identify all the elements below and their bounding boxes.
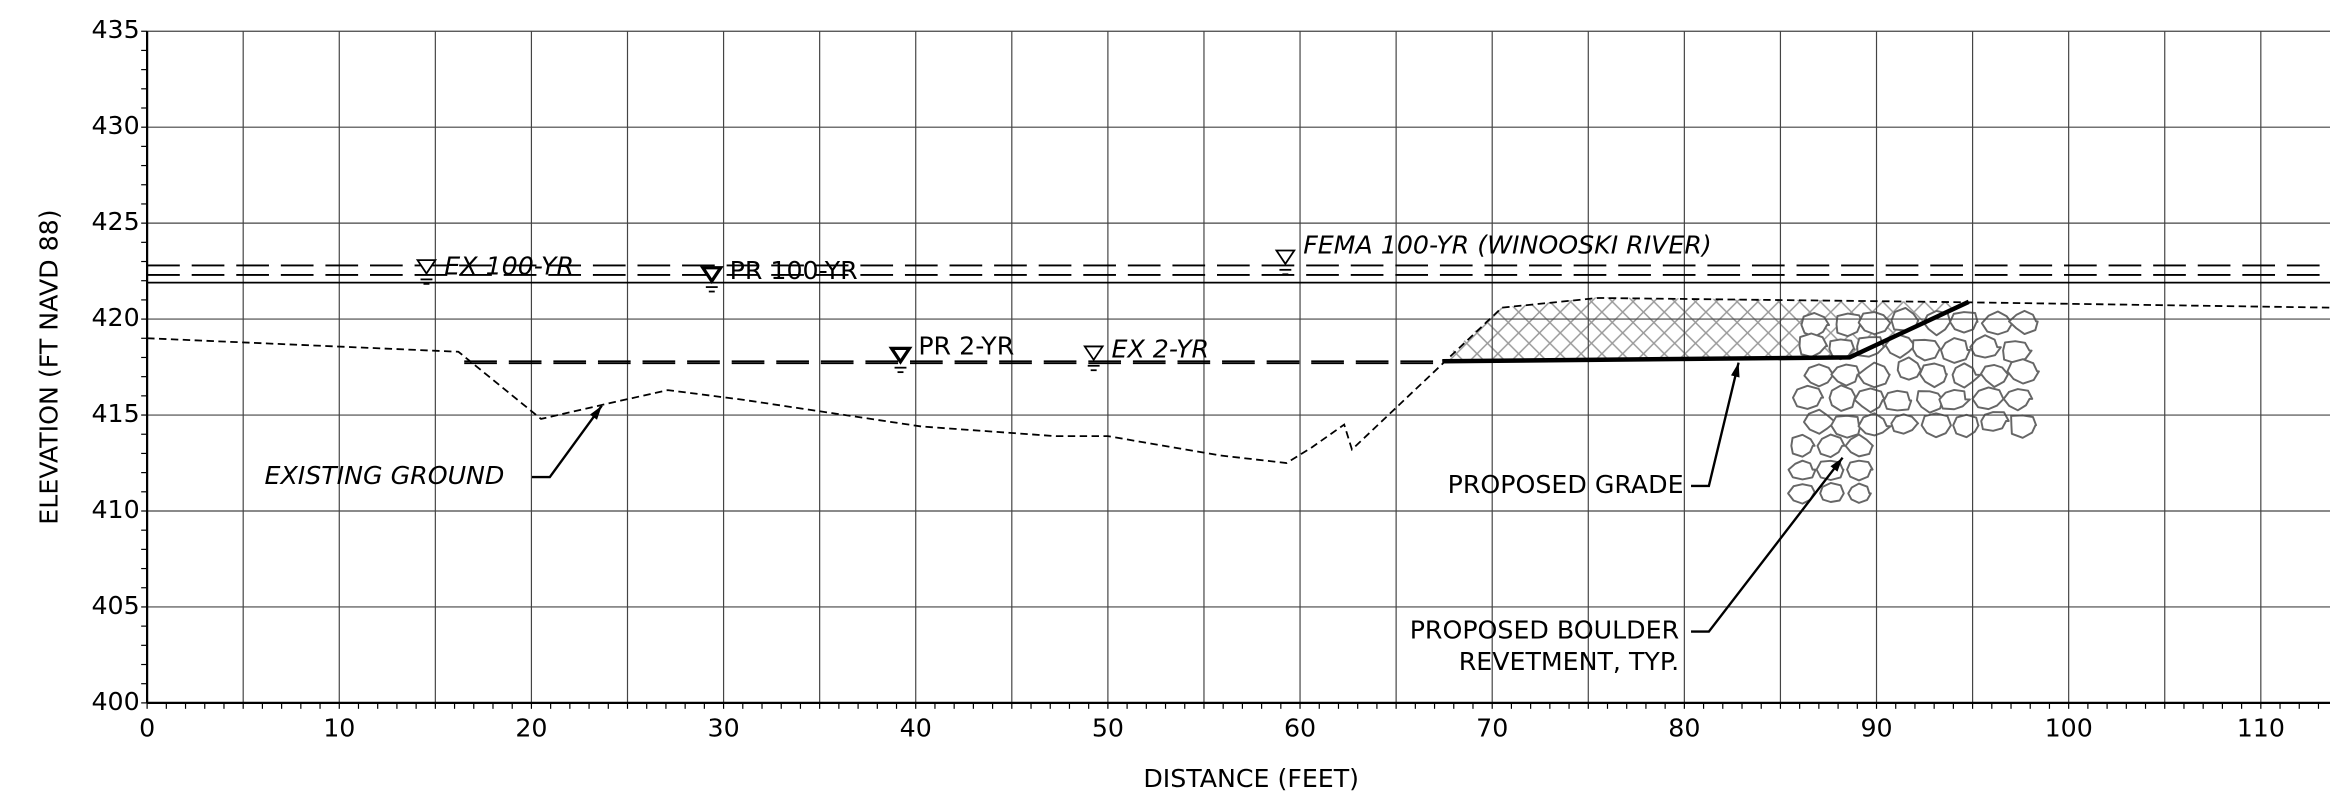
boulder: [1971, 386, 2005, 411]
boulder: [1952, 413, 1980, 439]
boulder: [1830, 363, 1861, 387]
water-symbol: [1274, 249, 1296, 266]
boulder: [1857, 412, 1892, 437]
x-tick-label: 30: [708, 714, 740, 743]
boulder: [1940, 337, 1971, 364]
boulder: [1787, 483, 1817, 505]
boulder: [1857, 361, 1891, 389]
y-tick-label: 425: [91, 207, 139, 236]
x-tick-label: 70: [1476, 714, 1508, 743]
boulder: [2002, 388, 2034, 412]
water-symbol: [1083, 345, 1105, 362]
boulder: [2006, 358, 2040, 385]
y-tick-label: 400: [91, 687, 139, 716]
series-label: PR 2-YR: [918, 332, 1014, 361]
x-tick-label: 0: [139, 714, 155, 743]
boulder: [1816, 433, 1846, 459]
boulder: [1938, 388, 1971, 411]
boulder: [1969, 334, 2002, 359]
x-tick-label: 60: [1284, 714, 1316, 743]
x-tick-label: 40: [900, 714, 932, 743]
x-tick-label: 90: [1860, 714, 1892, 743]
boulder: [1828, 384, 1857, 412]
x-tick-label: 100: [2045, 714, 2093, 743]
y-tick-label: 405: [91, 591, 139, 620]
boulder: [1979, 364, 2010, 388]
boulder: [1918, 362, 1948, 389]
x-axis-label: DISTANCE (FEET): [1143, 764, 1359, 793]
boulder: [1890, 413, 1920, 435]
leader-line: [1691, 456, 1844, 633]
arrowhead: [1830, 457, 1843, 472]
water-symbol: [415, 259, 438, 276]
boulder-revetment: [1787, 306, 2040, 505]
boulder: [1803, 408, 1837, 435]
boulder: [1819, 482, 1845, 503]
boulder: [1847, 482, 1872, 504]
y-axis-label: ELEVATION (FT NAVD 88): [35, 209, 64, 524]
x-tick-label: 80: [1668, 714, 1700, 743]
boulder: [1787, 459, 1817, 481]
boulder: [1980, 310, 2014, 336]
boulder: [2010, 414, 2038, 439]
y-tick-label: 435: [91, 15, 139, 44]
leader-line: [531, 405, 603, 479]
series-label: FEMA 100-YR (WINOOSKI RIVER): [1303, 231, 1712, 260]
boulder: [1790, 433, 1816, 458]
boulder: [1803, 363, 1835, 388]
boulder: [1882, 389, 1913, 412]
arrowhead: [1730, 362, 1740, 378]
y-tick-label: 430: [91, 111, 139, 140]
annotation: REVETMENT, TYP.: [1459, 647, 1679, 676]
series-label: EX 2-YR: [1112, 335, 1210, 364]
boulder: [1830, 414, 1862, 439]
boulder: [1920, 412, 1952, 439]
boulder: [1844, 433, 1874, 458]
boulder: [1911, 338, 1942, 362]
arrowhead: [589, 405, 602, 420]
water-symbol: [699, 266, 724, 285]
series-label: EX 100-YR: [444, 252, 574, 281]
series-label: PR 100-YR: [730, 256, 858, 285]
x-tick-label: 50: [1092, 714, 1124, 743]
annotation: PROPOSED BOULDER: [1410, 616, 1679, 645]
boulder: [1980, 411, 2010, 432]
series-line: [147, 297, 2330, 464]
x-tick-label: 110: [2237, 714, 2285, 743]
boulder: [2008, 309, 2039, 336]
annotation: EXISTING GROUND: [265, 461, 505, 490]
x-tick-label: 10: [323, 714, 355, 743]
x-tick-label: 20: [515, 714, 547, 743]
y-tick-label: 415: [91, 399, 139, 428]
boulder: [1846, 459, 1874, 482]
boulder: [1792, 384, 1825, 410]
boulder: [1949, 311, 1979, 334]
boulder: [1853, 387, 1886, 414]
boulder: [1951, 362, 1982, 389]
boulder: [1896, 356, 1922, 381]
leader-line: [1691, 362, 1740, 488]
water-symbol: [888, 346, 913, 365]
y-tick-label: 420: [91, 303, 139, 332]
boulder: [1915, 390, 1944, 414]
series-line: [1442, 299, 1970, 364]
y-tick-label: 410: [91, 495, 139, 524]
boulder: [1798, 332, 1829, 358]
annotation: PROPOSED GRADE: [1448, 470, 1684, 499]
